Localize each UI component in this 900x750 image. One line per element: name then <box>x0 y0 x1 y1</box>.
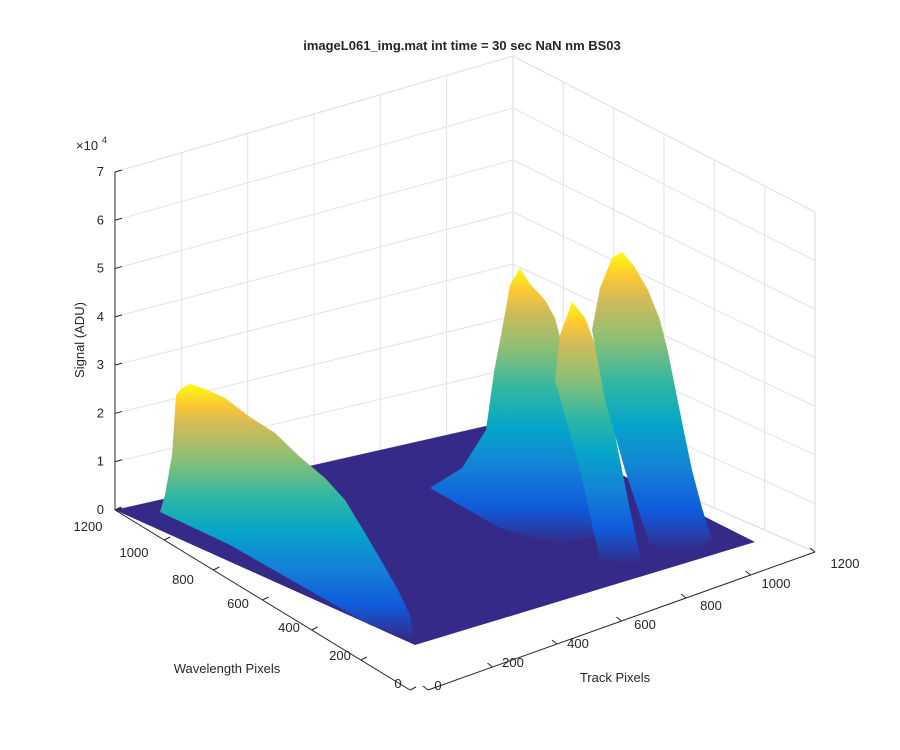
z-tick-label: 4 <box>97 309 104 324</box>
surface-plot <box>115 252 755 645</box>
y-axis-label: Wavelength Pixels <box>174 661 281 676</box>
y-tick-label: 1200 <box>74 519 103 534</box>
x-tick-label: 200 <box>502 655 524 670</box>
y-tick <box>409 686 417 691</box>
z-tick-labels: 0 1 2 3 4 5 6 7 <box>97 164 104 517</box>
chart-title: imageL061_img.mat int time = 30 sec NaN … <box>303 38 621 53</box>
y-tick <box>311 626 318 631</box>
z-tick <box>114 266 123 270</box>
x-tick-label: 1200 <box>831 556 860 571</box>
x-tick <box>616 616 622 622</box>
ridge-4 <box>592 252 712 552</box>
ridge-2 <box>430 268 600 545</box>
x-axis-label: Track Pixels <box>580 670 651 685</box>
z-axis-label: Signal (ADU) <box>72 302 87 378</box>
z-tick <box>114 410 123 414</box>
z-exponent-power: 4 <box>102 135 107 145</box>
y-tick-label: 400 <box>278 620 300 635</box>
y-tick <box>262 596 269 601</box>
x-tick-label: 0 <box>434 678 441 693</box>
x-tick <box>487 662 493 668</box>
z-tick-label: 2 <box>97 405 104 420</box>
x-tick <box>422 685 429 691</box>
z-tick-label: 6 <box>97 212 104 227</box>
x-tick-label: 1000 <box>762 576 791 591</box>
y-tick-label: 600 <box>227 596 249 611</box>
x-tick-label: 800 <box>700 598 722 613</box>
z-tick-label: 3 <box>97 357 104 372</box>
z-tick <box>114 169 123 173</box>
y-tick-label: 200 <box>329 648 351 663</box>
y-tick-label: 1000 <box>120 545 149 560</box>
z-tick <box>114 217 123 221</box>
y-tick <box>163 536 171 541</box>
axis-ticks <box>114 169 816 691</box>
x-tick <box>680 593 687 599</box>
y-tick-label: 800 <box>172 572 194 587</box>
x-tick-label: 400 <box>567 636 589 651</box>
y-tick <box>360 656 368 661</box>
y-tick <box>213 566 220 571</box>
z-tick <box>114 362 123 366</box>
y-tick-label: 0 <box>394 676 401 691</box>
y-tick <box>114 506 122 511</box>
z-tick-label: 5 <box>97 261 104 276</box>
x-tick-label: 600 <box>634 617 656 632</box>
ridge-1 <box>160 384 415 640</box>
x-tick <box>745 570 751 576</box>
x-tick <box>809 547 816 553</box>
z-tick <box>114 459 123 463</box>
x-tick-labels: 0 200 400 600 800 1000 1200 <box>434 556 859 693</box>
x-tick <box>551 639 558 645</box>
z-tick-label: 1 <box>97 454 104 469</box>
ridge-3 <box>555 302 642 565</box>
z-tick <box>114 314 123 318</box>
z-tick-label: 7 <box>97 164 104 179</box>
y-tick-labels: 0 200 400 600 800 1000 1200 <box>74 519 402 691</box>
z-tick-label: 0 <box>97 502 104 517</box>
z-exponent-base: ×10 <box>76 138 98 153</box>
